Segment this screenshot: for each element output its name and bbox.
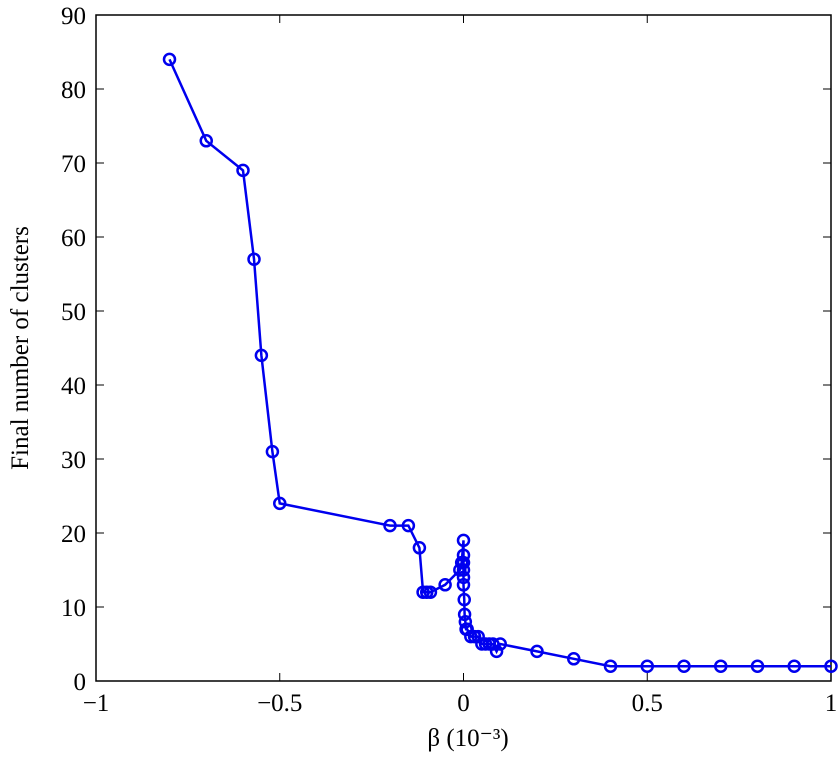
x-axis-label: β (10⁻³) bbox=[427, 725, 508, 752]
data-point bbox=[254, 348, 269, 363]
data-point bbox=[383, 518, 397, 533]
data-point bbox=[247, 252, 261, 266]
data-point bbox=[456, 548, 471, 562]
data-line bbox=[168, 58, 831, 668]
data-point bbox=[423, 585, 438, 599]
data-point bbox=[750, 659, 765, 673]
y-tick-label: 10 bbox=[61, 595, 86, 622]
data-point bbox=[162, 52, 177, 67]
data-point bbox=[401, 518, 416, 533]
y-tick-label: 50 bbox=[61, 299, 86, 326]
x-tick-label: 0.5 bbox=[632, 690, 663, 717]
y-tick-label: 30 bbox=[61, 447, 86, 474]
y-tick-label: 20 bbox=[61, 521, 86, 548]
data-point bbox=[824, 659, 838, 673]
data-point bbox=[714, 659, 728, 673]
data-point bbox=[236, 163, 250, 178]
data-point bbox=[489, 644, 504, 659]
y-tick-label: 0 bbox=[74, 669, 87, 696]
y-tick-label: 70 bbox=[61, 151, 86, 178]
x-tick-label: −0.5 bbox=[257, 690, 302, 717]
data-point bbox=[567, 652, 581, 666]
data-point bbox=[456, 555, 471, 570]
data-point bbox=[677, 659, 691, 673]
y-axis-label: Final number of clusters bbox=[7, 226, 34, 470]
data-point bbox=[456, 533, 471, 548]
data-point bbox=[787, 659, 801, 673]
data-point bbox=[458, 615, 473, 629]
data-point bbox=[412, 541, 427, 555]
data-point bbox=[640, 659, 654, 673]
data-point bbox=[471, 629, 485, 644]
y-tick-label: 80 bbox=[61, 77, 86, 104]
data-point bbox=[273, 496, 287, 511]
data-point bbox=[457, 607, 472, 622]
data-point bbox=[493, 637, 507, 651]
data-point bbox=[199, 134, 213, 148]
data-point bbox=[486, 637, 500, 651]
data-point bbox=[438, 578, 452, 592]
y-tick-label: 40 bbox=[61, 373, 86, 400]
data-point bbox=[456, 563, 471, 577]
y-tick-label: 60 bbox=[61, 225, 86, 252]
data-point bbox=[265, 444, 280, 459]
data-point bbox=[457, 592, 471, 607]
data-point bbox=[603, 659, 618, 673]
x-tick-label: 0 bbox=[457, 690, 470, 717]
data-point bbox=[530, 644, 544, 659]
y-tick-label: 90 bbox=[61, 3, 86, 30]
data-point bbox=[456, 570, 471, 585]
data-point bbox=[460, 622, 474, 636]
x-tick-label: 1 bbox=[825, 690, 838, 717]
x-tick-label: −1 bbox=[83, 690, 110, 717]
data-point bbox=[456, 578, 471, 592]
